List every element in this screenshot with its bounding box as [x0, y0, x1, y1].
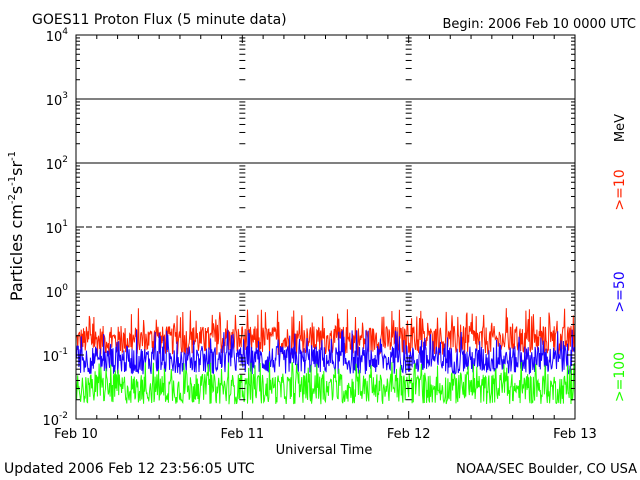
legend-unit: MeV	[613, 114, 628, 142]
x-tick-label: Feb 13	[553, 427, 597, 442]
chart-title: GOES11 Proton Flux (5 minute data)	[32, 12, 287, 28]
legend-label-3: >=100	[612, 352, 628, 402]
grid-layer	[76, 37, 575, 401]
y-tick-label: 103	[46, 91, 68, 109]
series-layer	[75, 308, 576, 405]
y-tick-label: 104	[46, 27, 69, 45]
series-line-3	[75, 361, 576, 405]
x-tick-label: Feb 12	[387, 427, 431, 442]
series-line-1	[75, 308, 576, 357]
y-tick-label: 10-1	[42, 347, 68, 365]
updated-timestamp: Updated 2006 Feb 12 23:56:05 UTC	[4, 461, 255, 477]
x-tick-label: Feb 10	[54, 427, 98, 442]
x-tick-label: Feb 11	[220, 427, 264, 442]
y-tick-label: 100	[46, 283, 69, 301]
y-tick-label: 10-2	[42, 411, 68, 429]
legend: >=10 >=50 >=100 MeV	[612, 114, 628, 402]
credit-text: NOAA/SEC Boulder, CO USA	[456, 462, 637, 477]
series-line-2	[75, 329, 576, 376]
y-axis-label: Particles cm-2s-1sr-1	[7, 151, 26, 301]
y-tick-label: 101	[46, 219, 68, 237]
y-tick-label: 102	[46, 155, 68, 173]
legend-label-2: >=50	[612, 271, 628, 312]
begin-date: Begin: 2006 Feb 10 0000 UTC	[442, 17, 636, 32]
axis-layer: 10-2 10-1 100 101 102 103 104 Feb 10 Feb 11 Feb 1…	[42, 27, 596, 442]
x-axis-label: Universal Time	[276, 443, 373, 458]
legend-label-1: >=10	[612, 169, 628, 210]
